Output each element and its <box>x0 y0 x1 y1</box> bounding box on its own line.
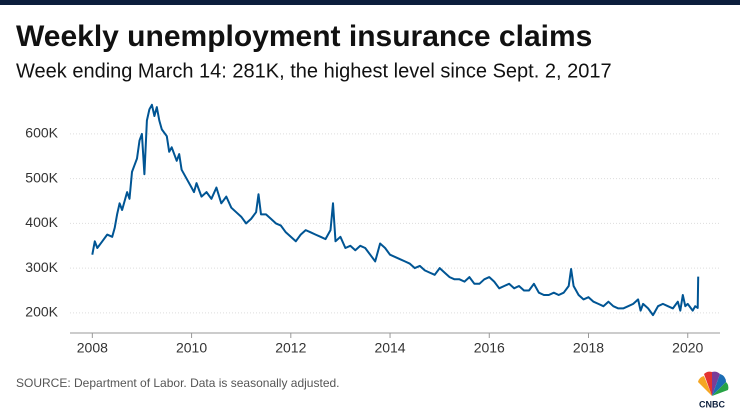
logo: CNBC <box>698 371 729 409</box>
chart-subtitle: Week ending March 14: 281K, the highest … <box>16 60 612 82</box>
x-tick-label: 2018 <box>573 340 604 356</box>
x-tick-label: 2016 <box>474 340 505 356</box>
chart-title: Weekly unemployment insurance claims <box>16 20 592 53</box>
data-line <box>91 103 700 317</box>
x-tick-label: 2020 <box>672 340 703 356</box>
x-tick-label: 2014 <box>374 340 405 356</box>
y-tick-label: 600K <box>25 125 58 141</box>
y-tick-label: 400K <box>25 214 58 230</box>
y-tick-label: 200K <box>25 304 58 320</box>
x-tick-label: 2012 <box>275 340 306 356</box>
x-tick-label: 2010 <box>176 340 207 356</box>
y-tick-label: 300K <box>25 259 58 275</box>
x-tick-label: 2008 <box>77 340 108 356</box>
source: SOURCE: Department of Labor. Data is sea… <box>16 376 340 390</box>
y-tick-label: 500K <box>25 169 58 185</box>
top-bar <box>0 0 740 5</box>
logo-text: CNBC <box>699 399 725 409</box>
